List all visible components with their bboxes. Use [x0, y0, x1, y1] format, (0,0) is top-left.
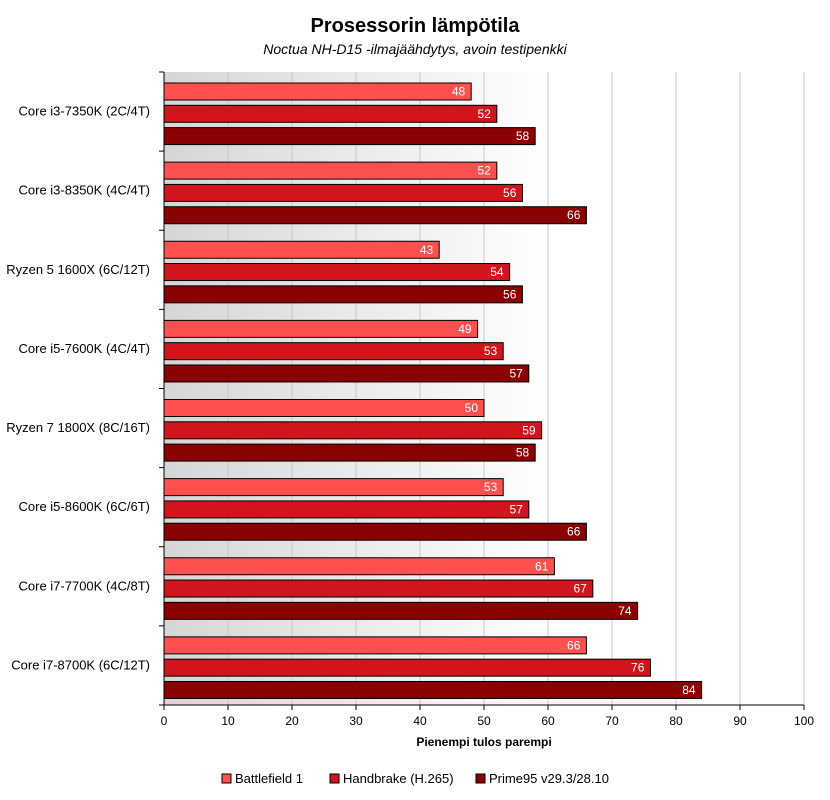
category-label: Core i5-8600K (6C/6T) [19, 499, 151, 514]
bar [163, 680, 703, 699]
bar-value-label: 57 [509, 366, 523, 380]
x-tick-label: 20 [285, 714, 299, 728]
bar [163, 557, 555, 576]
category-label: Ryzen 5 1600X (6C/12T) [6, 262, 150, 277]
bar-value-label: 57 [509, 502, 523, 516]
bar-value-label: 43 [420, 243, 434, 257]
bar-value-label: 66 [567, 208, 581, 222]
legend-label: Handbrake (H.265) [343, 771, 454, 786]
bars: 48 52 58 52 56 66 43 54 56 49 53 57 50 59 58 53 57 66 61 67… [163, 82, 703, 699]
x-tick-label: 60 [541, 714, 555, 728]
legend-swatch [221, 773, 232, 784]
category-label: Core i3-7350K (2C/4T) [19, 104, 151, 119]
x-tick-label: 0 [161, 714, 168, 728]
bar [163, 522, 587, 541]
category-label: Core i5-7600K (4C/4T) [19, 341, 151, 356]
bar [163, 82, 472, 101]
bar [163, 263, 511, 282]
bar [163, 104, 498, 123]
bar [163, 285, 523, 304]
x-tick-label: 90 [733, 714, 747, 728]
bar [163, 478, 504, 497]
bar-value-label: 66 [567, 525, 581, 539]
chart-title: Prosessorin lämpötila [311, 15, 521, 37]
x-tick-label: 50 [477, 714, 491, 728]
legend-label: Prime95 v29.3/28.10 [489, 771, 609, 786]
legend: Battlefield 1 Handbrake (H.265) Prime95 v2… [221, 771, 609, 786]
bar [163, 658, 651, 677]
legend-swatch [329, 773, 340, 784]
bar-value-label: 74 [618, 604, 632, 618]
bar-value-label: 59 [522, 423, 536, 437]
bar-value-label: 58 [516, 446, 530, 460]
category-label: Core i3-8350K (4C/4T) [19, 183, 151, 198]
bar-value-label: 84 [682, 683, 696, 697]
bar-value-label: 53 [484, 344, 498, 358]
bar-value-label: 66 [567, 638, 581, 652]
bar [163, 579, 594, 598]
bar-value-label: 50 [465, 401, 479, 415]
x-tick-label: 40 [413, 714, 427, 728]
category-label: Core i7-8700K (6C/12T) [11, 657, 150, 672]
legend-swatch [475, 773, 486, 784]
chart-subtitle: Noctua NH-D15 -ilmajäähdytys, avoin test… [263, 41, 567, 57]
legend-label: Battlefield 1 [235, 771, 303, 786]
bar-value-label: 61 [535, 559, 549, 573]
bar-value-label: 76 [631, 661, 645, 675]
bar [163, 161, 498, 180]
x-tick-label: 80 [669, 714, 683, 728]
bar [163, 500, 530, 519]
bar [163, 364, 530, 383]
bar-value-label: 58 [516, 129, 530, 143]
category-label: Core i7-7700K (4C/8T) [19, 578, 151, 593]
x-tick-label: 100 [794, 714, 814, 728]
bar-value-label: 53 [484, 480, 498, 494]
bar [163, 421, 543, 440]
bar-value-label: 56 [503, 287, 517, 301]
bar [163, 443, 536, 462]
bar-value-label: 52 [477, 164, 491, 178]
bar-value-label: 67 [573, 582, 587, 596]
bar [163, 601, 639, 620]
x-tick-label: 70 [605, 714, 619, 728]
bar [163, 183, 523, 202]
category-labels: Core i3-7350K (2C/4T) Core i3-8350K (4C/4… [6, 71, 164, 706]
bar [163, 342, 504, 361]
bar [163, 636, 587, 655]
bar-value-label: 52 [477, 107, 491, 121]
x-tick-label: 10 [221, 714, 235, 728]
bar-value-label: 48 [452, 85, 466, 99]
x-tick-label: 30 [349, 714, 363, 728]
bar [163, 240, 440, 259]
bar [163, 206, 587, 225]
bar [163, 127, 536, 146]
x-axis-label: Pienempi tulos parempi [416, 735, 551, 749]
bar-value-label: 54 [490, 265, 504, 279]
category-label: Ryzen 7 1800X (8C/16T) [6, 420, 150, 435]
bar [163, 319, 479, 338]
bar [163, 399, 485, 417]
x-axis-ticks: 0 10 20 30 40 50 60 70 80 90 100 [161, 705, 814, 728]
bar-value-label: 56 [503, 186, 517, 200]
bar-value-label: 49 [458, 322, 472, 336]
